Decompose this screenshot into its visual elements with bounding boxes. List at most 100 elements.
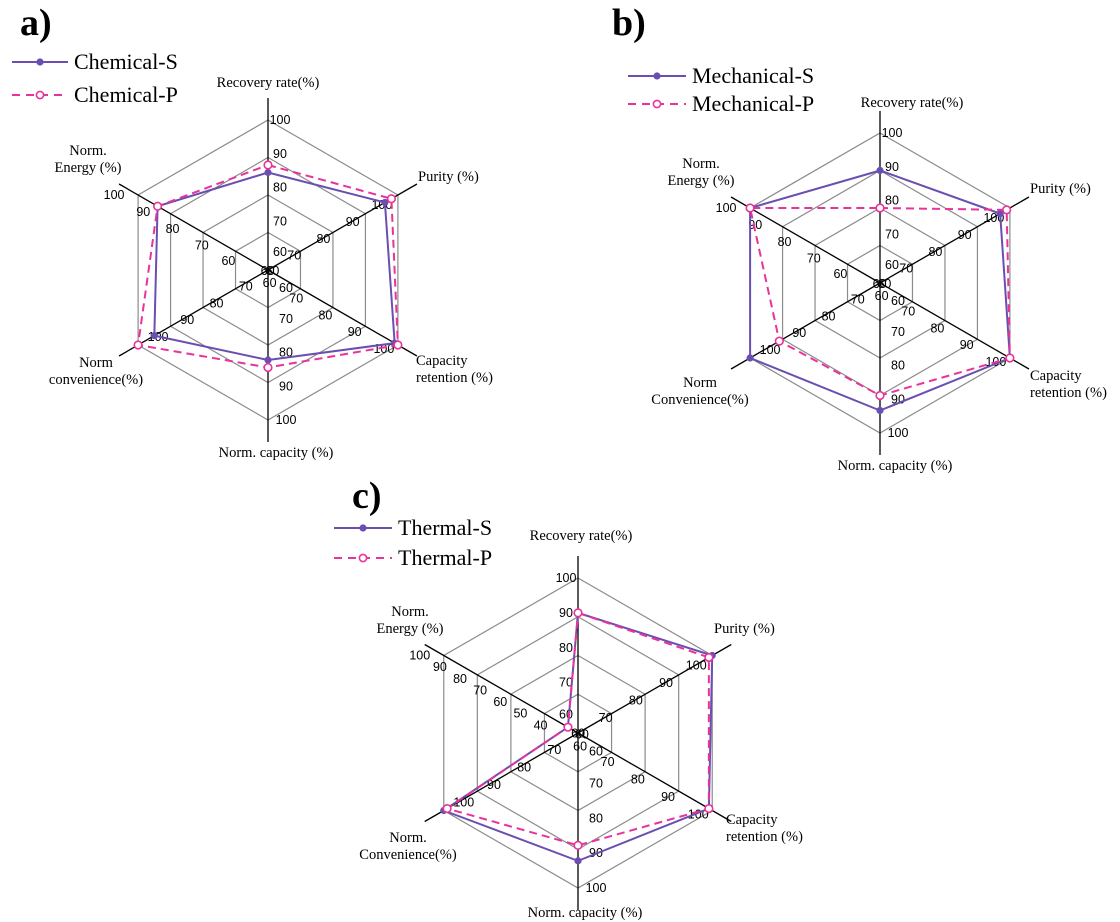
tick-label: 70 bbox=[547, 743, 561, 757]
radar-chart-a: 6070809010060708090100607080901006070809… bbox=[12, 2, 493, 461]
data-point bbox=[704, 652, 714, 663]
axis-label: Recovery rate(%) bbox=[861, 95, 964, 111]
tick-label: 60 bbox=[273, 245, 287, 259]
tick-label: 80 bbox=[517, 761, 531, 775]
legend-marker bbox=[36, 58, 44, 66]
tick-label: 60 bbox=[265, 264, 279, 278]
tick-label: 90 bbox=[348, 325, 362, 339]
tick-label: 90 bbox=[180, 313, 194, 327]
data-point bbox=[263, 362, 273, 373]
tick-label: 80 bbox=[928, 245, 942, 259]
legend-label: Chemical-P bbox=[74, 82, 178, 107]
legend-label: Thermal-S bbox=[398, 515, 492, 540]
panel-letter: b) bbox=[612, 2, 646, 44]
tick-label: 80 bbox=[166, 222, 180, 236]
tick-label: 90 bbox=[273, 147, 287, 161]
panel-letter: c) bbox=[352, 475, 382, 517]
tick-label: 90 bbox=[136, 205, 150, 219]
tick-label: 80 bbox=[559, 641, 573, 655]
legend-marker bbox=[358, 553, 368, 563]
axis-label: Norm. Energy (%) bbox=[55, 143, 122, 176]
data-point bbox=[393, 340, 403, 350]
tick-label: 80 bbox=[891, 359, 905, 373]
tick-label: 70 bbox=[891, 325, 905, 339]
data-point bbox=[152, 201, 163, 211]
axis-label: Capacity retention (%) bbox=[416, 353, 493, 386]
data-point bbox=[704, 803, 714, 814]
tick-label: 60 bbox=[559, 707, 573, 721]
tick-label: 90 bbox=[748, 218, 762, 232]
data-point bbox=[573, 840, 583, 850]
axis-label: Norm Convenience(%) bbox=[651, 375, 749, 408]
tick-label: 70 bbox=[851, 292, 865, 306]
tick-label: 90 bbox=[659, 676, 673, 690]
tick-label: 100 bbox=[104, 188, 125, 202]
tick-label: 70 bbox=[273, 214, 287, 228]
tick-label: 60 bbox=[493, 695, 507, 709]
tick-label: 100 bbox=[586, 881, 607, 895]
tick-label: 80 bbox=[822, 309, 836, 323]
tick-label: 80 bbox=[778, 235, 792, 249]
tick-label: 100 bbox=[716, 201, 737, 215]
tick-label: 90 bbox=[559, 606, 573, 620]
data-point bbox=[133, 340, 143, 350]
legend-marker bbox=[359, 524, 367, 532]
tick-label: 70 bbox=[885, 227, 899, 241]
data-point bbox=[264, 168, 272, 177]
tick-label: 70 bbox=[287, 249, 301, 263]
axis-label: Recovery rate(%) bbox=[217, 75, 320, 91]
axis-spoke bbox=[118, 183, 269, 271]
tick-label: 80 bbox=[279, 346, 293, 360]
axis-spoke bbox=[730, 196, 881, 284]
axis-label: Norm. capacity (%) bbox=[528, 905, 643, 921]
legend-marker bbox=[652, 99, 662, 109]
legend-label: Mechanical-S bbox=[692, 63, 814, 88]
axis-label: Norm. Energy (%) bbox=[377, 604, 444, 637]
data-point bbox=[745, 203, 755, 213]
legend-label: Thermal-P bbox=[398, 545, 492, 570]
tick-label: 60 bbox=[833, 267, 847, 281]
axis-label: Purity (%) bbox=[714, 621, 775, 637]
tick-label: 70 bbox=[901, 304, 915, 318]
axis-label: Purity (%) bbox=[1030, 181, 1091, 197]
tick-label: 60 bbox=[885, 258, 899, 272]
data-point bbox=[263, 160, 273, 170]
tick-label: 90 bbox=[487, 778, 501, 792]
tick-label: 100 bbox=[556, 571, 577, 585]
tick-label: 60 bbox=[573, 739, 587, 753]
tick-label: 100 bbox=[760, 343, 781, 357]
radar-chart-b: 6070809010060708090100607080901006070809… bbox=[612, 2, 1107, 474]
tick-label: 60 bbox=[575, 727, 589, 741]
panel-letter: a) bbox=[20, 2, 52, 44]
tick-label: 80 bbox=[318, 308, 332, 322]
data-point bbox=[774, 336, 784, 346]
tick-label: 90 bbox=[661, 790, 675, 804]
tick-label: 40 bbox=[534, 718, 548, 732]
data-point bbox=[442, 803, 452, 814]
tick-label: 90 bbox=[279, 379, 293, 393]
data-point bbox=[876, 166, 884, 175]
tick-label: 90 bbox=[958, 228, 972, 242]
axis-label: Norm. capacity (%) bbox=[838, 458, 953, 474]
data-point bbox=[150, 332, 158, 340]
tick-label: 60 bbox=[873, 277, 887, 291]
legend-label: Mechanical-P bbox=[692, 91, 814, 116]
legend-marker bbox=[35, 90, 45, 100]
tick-label: 70 bbox=[601, 755, 615, 769]
tick-label: 70 bbox=[473, 683, 487, 697]
data-point bbox=[746, 354, 754, 362]
tick-label: 70 bbox=[279, 312, 293, 326]
tick-label: 90 bbox=[346, 215, 360, 229]
data-point bbox=[875, 390, 885, 401]
tick-label: 100 bbox=[270, 113, 291, 127]
tick-label: 100 bbox=[453, 796, 474, 810]
data-point bbox=[264, 356, 272, 364]
axis-label: Norm. Convenience(%) bbox=[359, 830, 457, 863]
axis-label: Purity (%) bbox=[418, 169, 479, 185]
axis-label: Norm convenience(%) bbox=[49, 355, 143, 388]
data-point bbox=[563, 722, 573, 732]
tick-label: 80 bbox=[589, 811, 603, 825]
tick-label: 70 bbox=[289, 291, 303, 305]
tick-label: 100 bbox=[888, 426, 909, 440]
tick-label: 100 bbox=[409, 649, 430, 663]
